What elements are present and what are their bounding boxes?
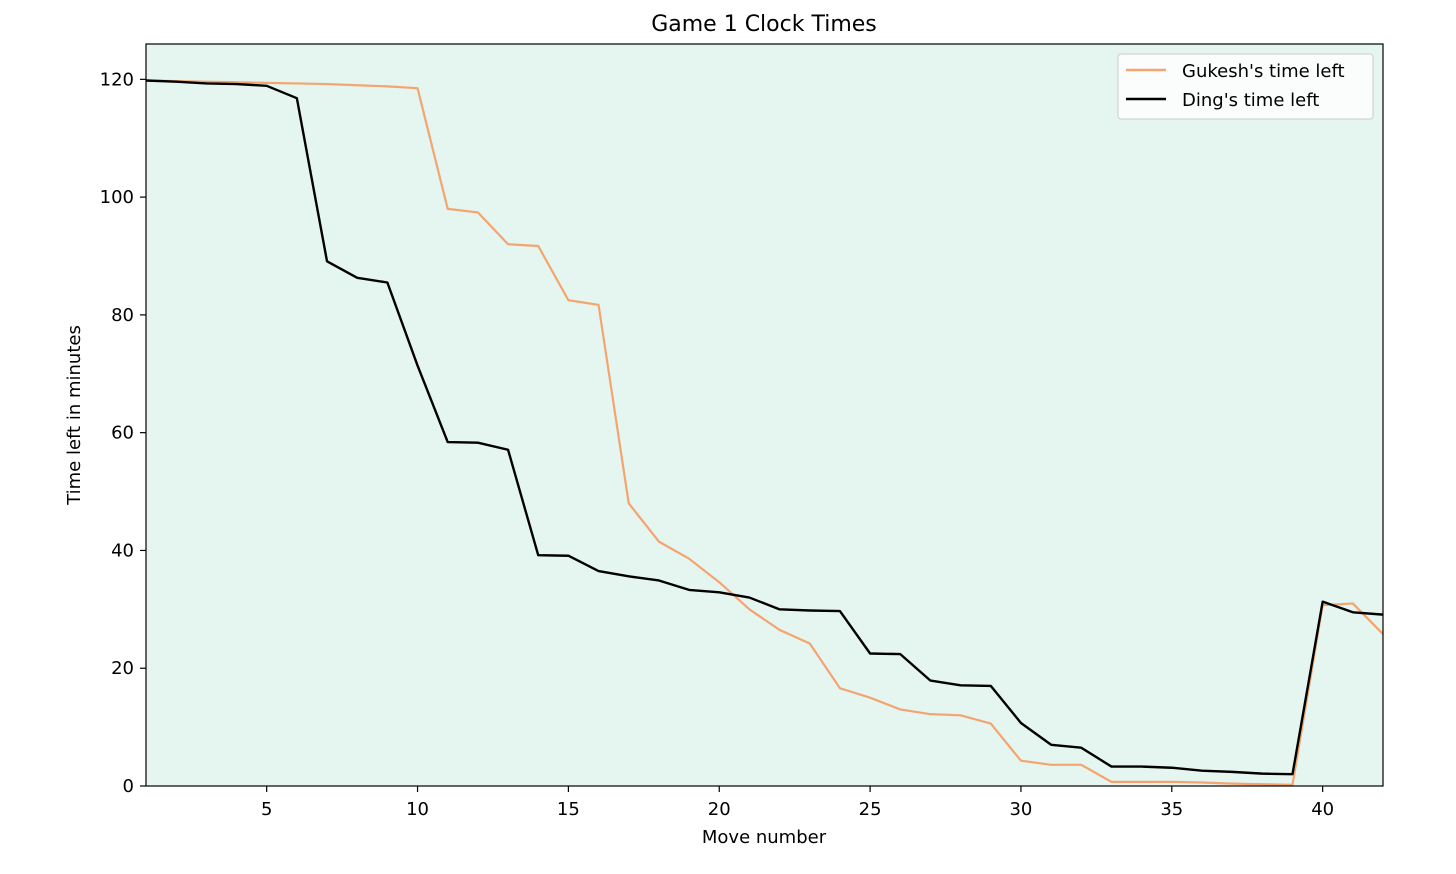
x-tick-label: 10 bbox=[406, 799, 429, 820]
y-axis-label: Time left in minutes bbox=[64, 325, 85, 506]
series-layer bbox=[145, 79, 1384, 786]
x-tick-label: 40 bbox=[1311, 799, 1334, 820]
x-axis-ticks: 5 10 15 20 25 30 35 40 bbox=[261, 786, 1334, 820]
x-tick-label: 30 bbox=[1009, 799, 1032, 820]
y-tick-label: 100 bbox=[100, 187, 134, 208]
chart-title: Game 1 Clock Times bbox=[651, 12, 877, 37]
x-tick-label: 20 bbox=[708, 799, 731, 820]
legend-box bbox=[1117, 53, 1374, 120]
x-tick-label: 35 bbox=[1160, 799, 1183, 820]
plot-frame bbox=[145, 43, 1384, 787]
y-tick-label: 120 bbox=[100, 69, 134, 90]
y-axis-ticks: 0 20 40 60 80 100 120 bbox=[100, 69, 146, 797]
x-axis-label: Move number bbox=[702, 827, 827, 848]
y-tick-label: 20 bbox=[111, 658, 134, 679]
y-tick-label: 40 bbox=[111, 540, 134, 561]
y-tick-label: 80 bbox=[111, 305, 134, 326]
legend-label-gukesh: Gukesh's time left bbox=[1182, 61, 1345, 82]
plot-background bbox=[146, 44, 1383, 786]
x-tick-label: 25 bbox=[859, 799, 882, 820]
series-line-gukesh bbox=[145, 79, 1384, 786]
x-tick-label: 5 bbox=[261, 799, 272, 820]
y-tick-label: 60 bbox=[111, 423, 134, 444]
x-tick-label: 15 bbox=[557, 799, 580, 820]
legend: Gukesh's time left Ding's time left bbox=[1117, 53, 1374, 120]
legend-label-ding: Ding's time left bbox=[1182, 90, 1319, 111]
series-line-ding bbox=[145, 79, 1384, 776]
y-tick-label: 0 bbox=[123, 776, 134, 797]
